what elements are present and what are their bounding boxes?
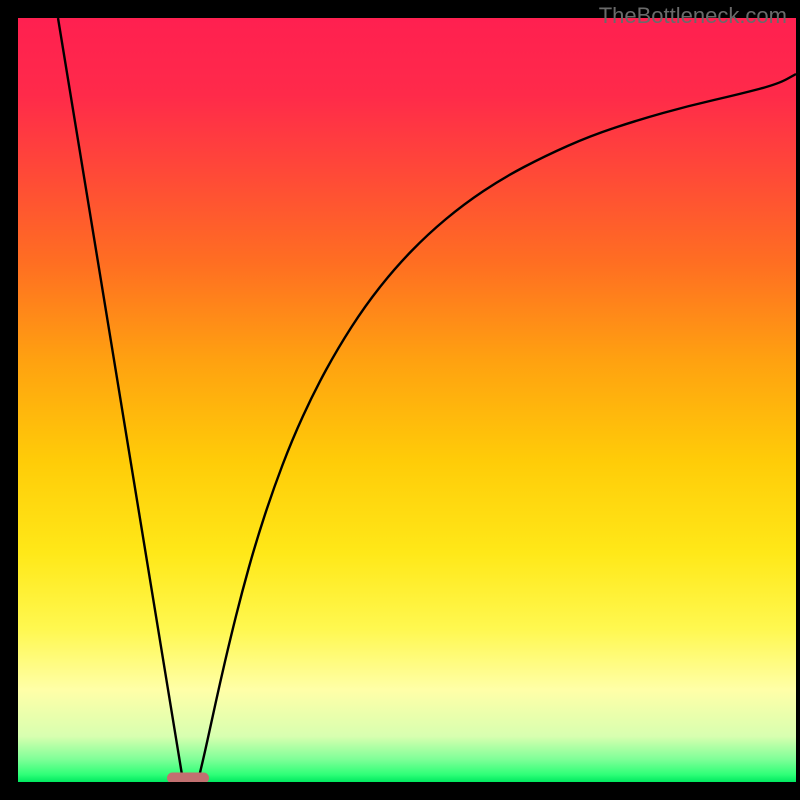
watermark-text: TheBottleneck.com — [599, 3, 787, 29]
gradient-background — [18, 18, 796, 782]
chart-svg — [18, 18, 796, 782]
chart-container — [18, 18, 796, 782]
dip-marker — [167, 773, 209, 783]
